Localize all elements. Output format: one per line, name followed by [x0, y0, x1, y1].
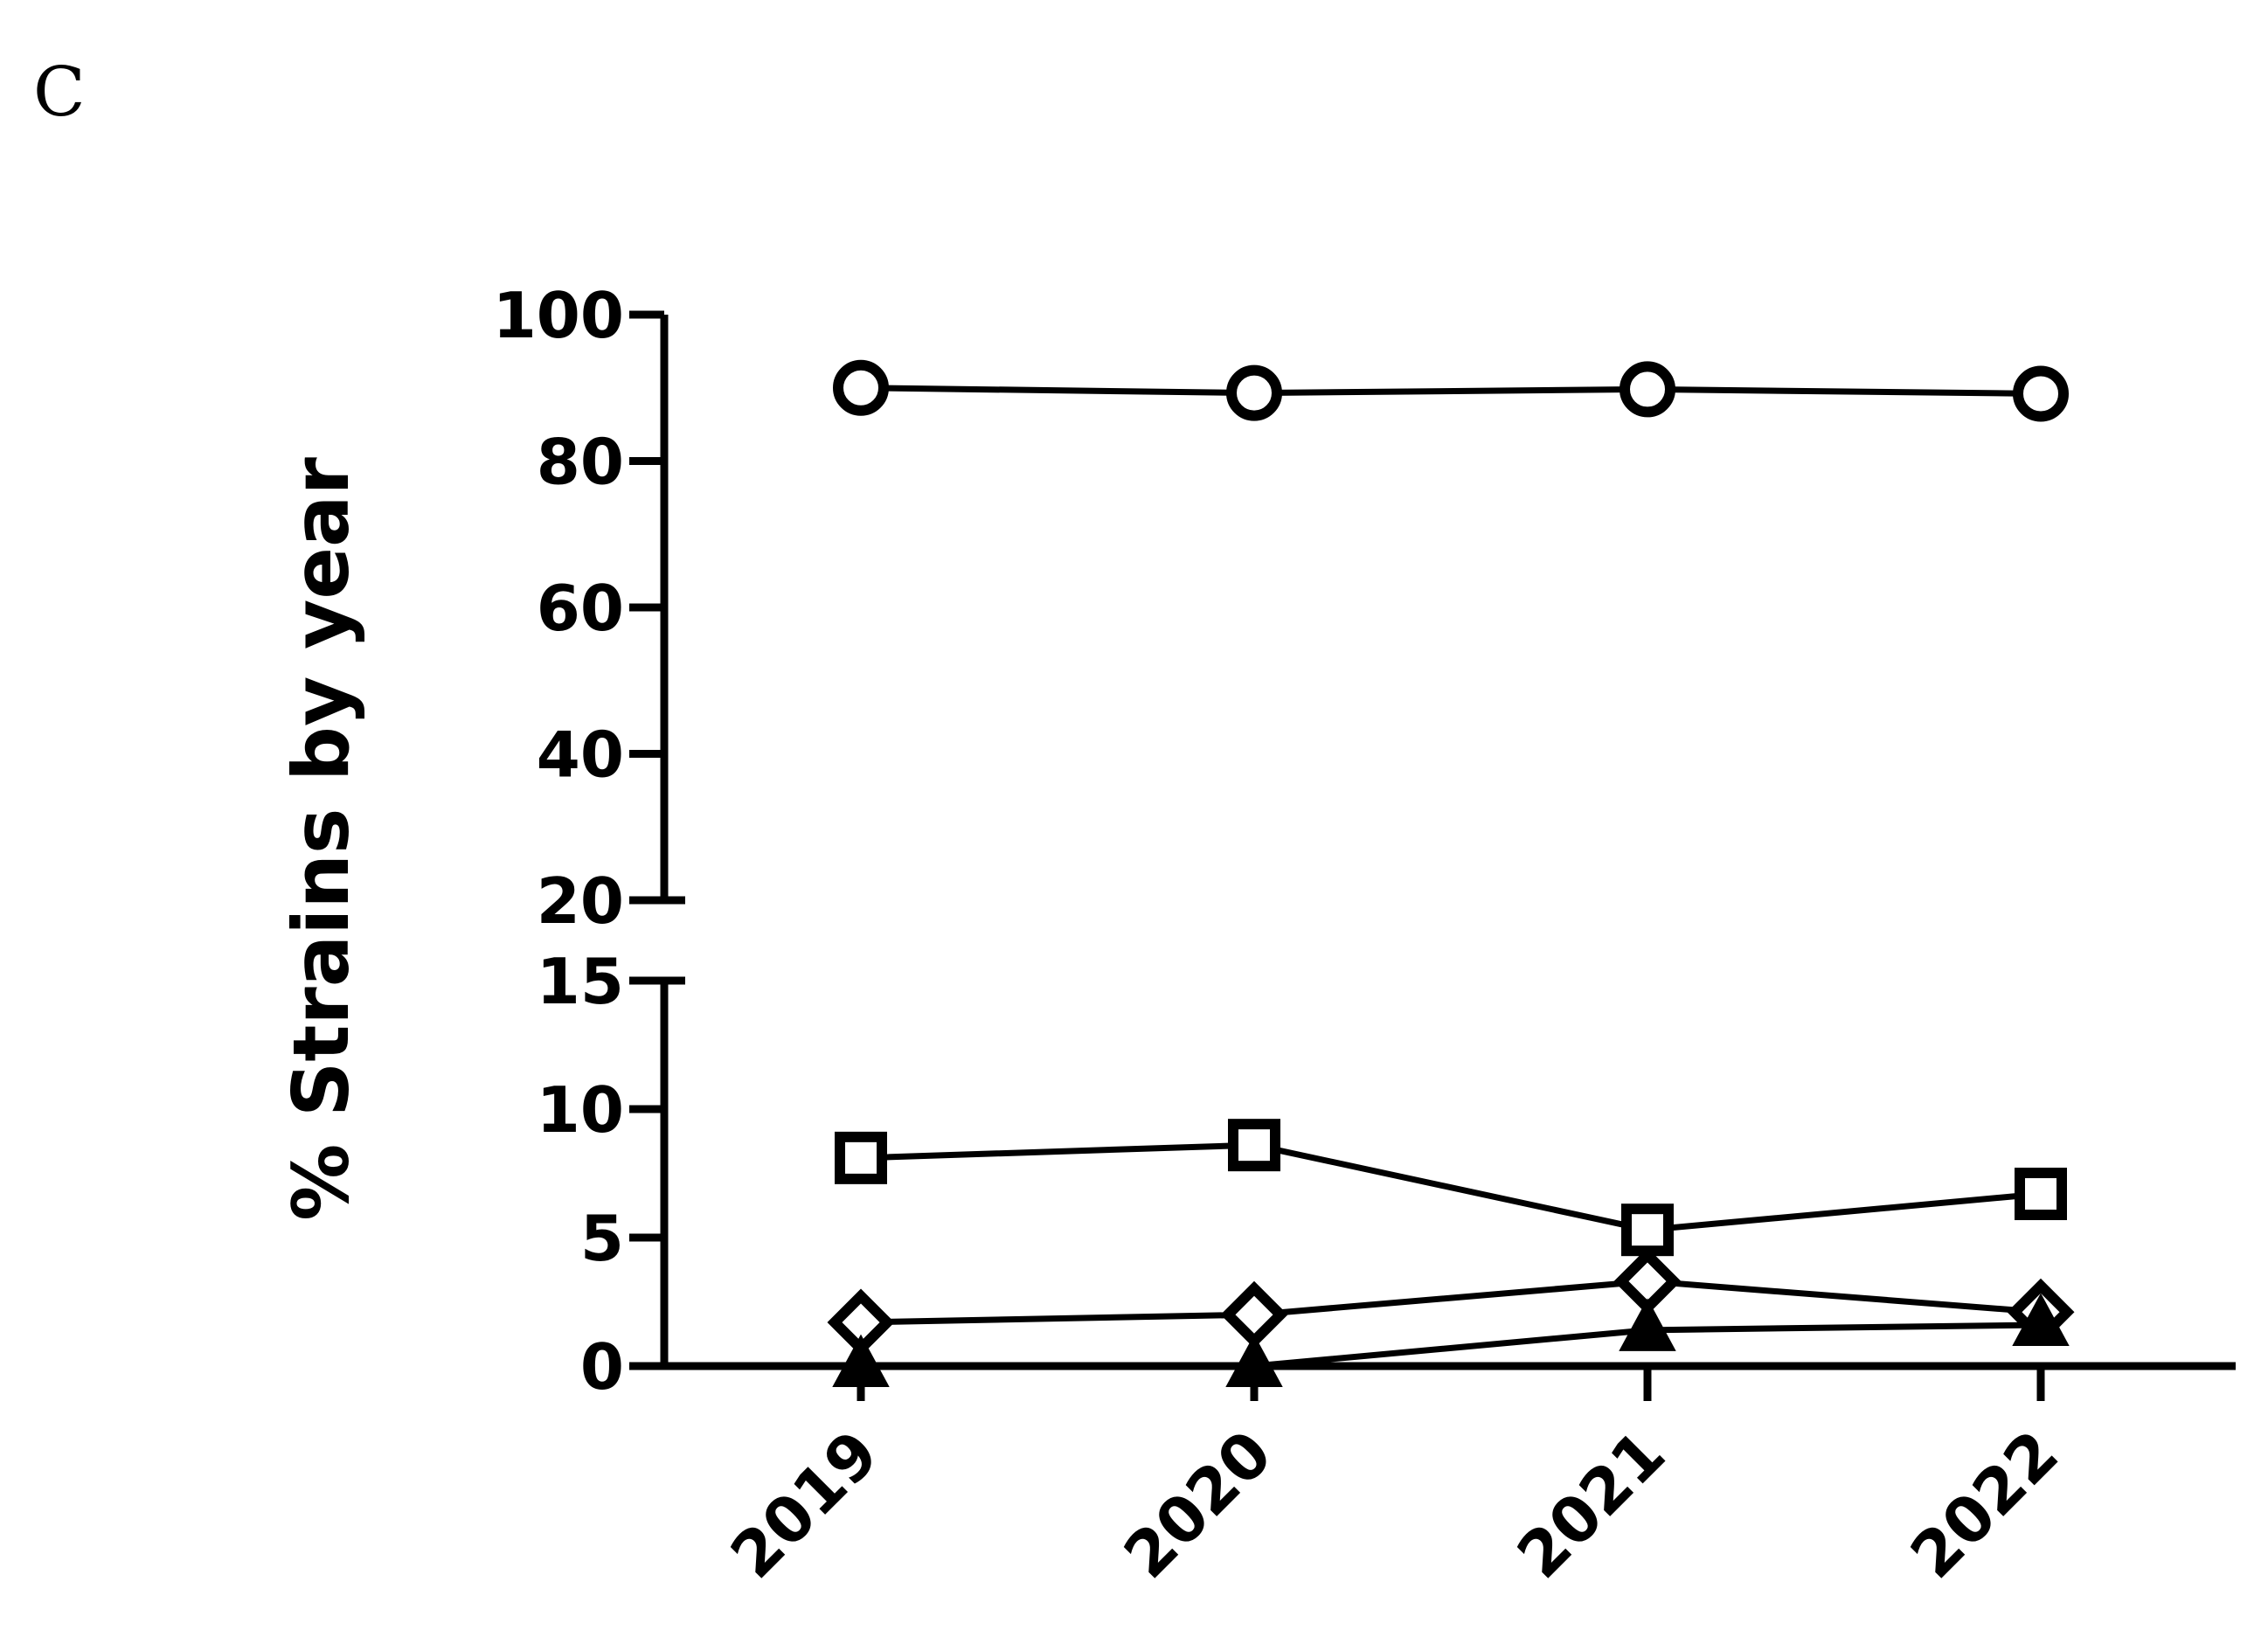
marker-triangle [1225, 1334, 1283, 1387]
marker-square [2015, 1168, 2067, 1221]
marker-circle [2013, 365, 2069, 422]
y-tick-label: 10 [537, 1073, 624, 1147]
marker-square [835, 1131, 887, 1184]
y-tick-label: 0 [580, 1330, 624, 1404]
axes [660, 315, 2236, 1370]
y-axis-title: % Strains by year [276, 457, 366, 1221]
x-tick-label: 2022 [1897, 1417, 2072, 1592]
y-ticks: 20 40 60 80 100 0 5 10 15 [493, 279, 664, 1404]
x-tick-label: 2020 [1110, 1417, 1286, 1592]
y-tick-label: 80 [537, 426, 624, 499]
marker-square [1621, 1203, 1674, 1257]
y-tick-label: 60 [537, 572, 624, 645]
marker-triangle [832, 1334, 890, 1387]
x-ticks: 2019 2020 2021 2022 [717, 1366, 2072, 1592]
y-tick-label: 100 [493, 279, 624, 352]
marker-circle [1226, 364, 1282, 421]
panel-label: C [33, 53, 86, 132]
series-line-triangle [861, 1321, 2042, 1370]
y-tick-label: 40 [537, 718, 624, 792]
marker-square [1228, 1119, 1280, 1172]
marker-diamond [1220, 1280, 1288, 1349]
marker-triangle [2012, 1293, 2070, 1346]
marker-circle [1620, 361, 1675, 418]
y-tick-label: 5 [580, 1202, 624, 1275]
series-line-diamond [860, 1278, 2042, 1326]
marker-circle [833, 359, 889, 416]
series-triangle [832, 1293, 2070, 1387]
x-tick-label: 2021 [1503, 1417, 1679, 1592]
series-diamond [827, 1247, 2075, 1356]
series-square [835, 1119, 2067, 1257]
marker-triangle [1619, 1298, 1676, 1351]
series-layer [827, 359, 2075, 1387]
series-line-circle [860, 385, 2042, 397]
series-line-square [860, 1141, 2042, 1233]
series-circle [833, 359, 2069, 422]
y-tick-label: 20 [537, 864, 624, 938]
y-tick-label: 15 [537, 945, 624, 1018]
x-tick-label: 2019 [717, 1417, 892, 1592]
